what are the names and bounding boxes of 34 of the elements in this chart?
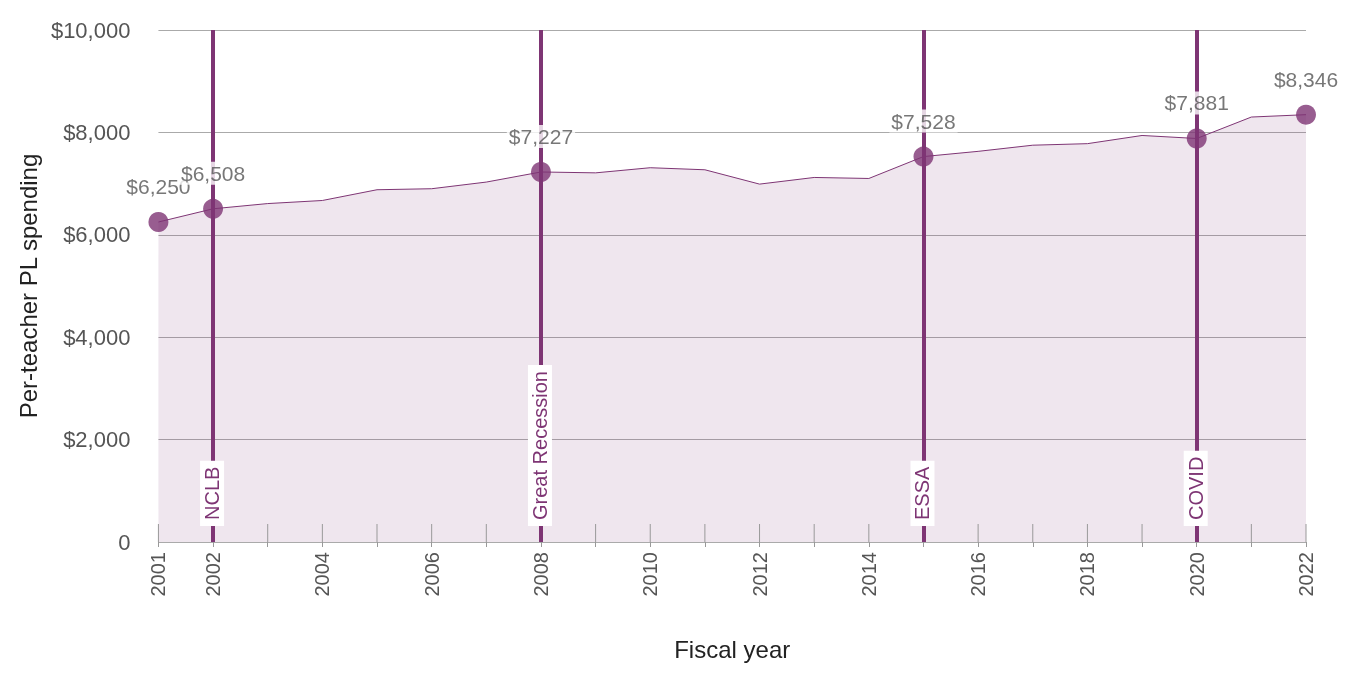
y-axis-title: Per-teacher PL spending xyxy=(14,153,42,419)
point xyxy=(530,161,551,182)
x-tick-label: 2010 xyxy=(639,552,662,597)
x-tick-label: 2022 xyxy=(1295,552,1317,597)
y-tick-label: $10,000 xyxy=(50,17,131,43)
x-tick-label: 2006 xyxy=(420,552,443,597)
point xyxy=(1296,104,1316,125)
data-label: $7,528 xyxy=(891,109,956,133)
y-tick-label: $2,000 xyxy=(63,427,131,453)
point xyxy=(913,146,934,167)
ref-line-label: ESSA xyxy=(911,465,934,520)
x-tick-label: 2018 xyxy=(1076,552,1099,597)
data-label: $7,227 xyxy=(508,124,574,148)
x-tick-label: 2008 xyxy=(529,552,552,597)
ref-line-label: Great Recession xyxy=(528,371,551,520)
ref-line-label: NCLB xyxy=(201,466,224,520)
x-tick-label: 2001 xyxy=(147,552,170,597)
y-tick-label: $8,000 xyxy=(63,119,131,145)
data-label: $8,346 xyxy=(1273,67,1339,91)
y-tick-label: $4,000 xyxy=(63,324,131,350)
y-tick-label: 0 xyxy=(118,529,131,555)
x-tick-label: 2012 xyxy=(748,552,771,597)
y-tick-label: $6,000 xyxy=(63,222,131,248)
x-tick-label: 2014 xyxy=(857,552,880,597)
data-label: $7,881 xyxy=(1164,91,1229,115)
x-tick-label: 2004 xyxy=(311,552,334,597)
x-tick-label: 2020 xyxy=(1185,552,1208,597)
point xyxy=(1186,128,1207,149)
ref-line-label: COVID xyxy=(1184,456,1207,520)
x-axis-title: Fiscal year xyxy=(674,635,791,663)
point xyxy=(203,198,224,219)
x-tick-label: 2002 xyxy=(202,552,225,597)
point xyxy=(148,212,169,232)
x-tick-label: 2016 xyxy=(967,552,990,597)
